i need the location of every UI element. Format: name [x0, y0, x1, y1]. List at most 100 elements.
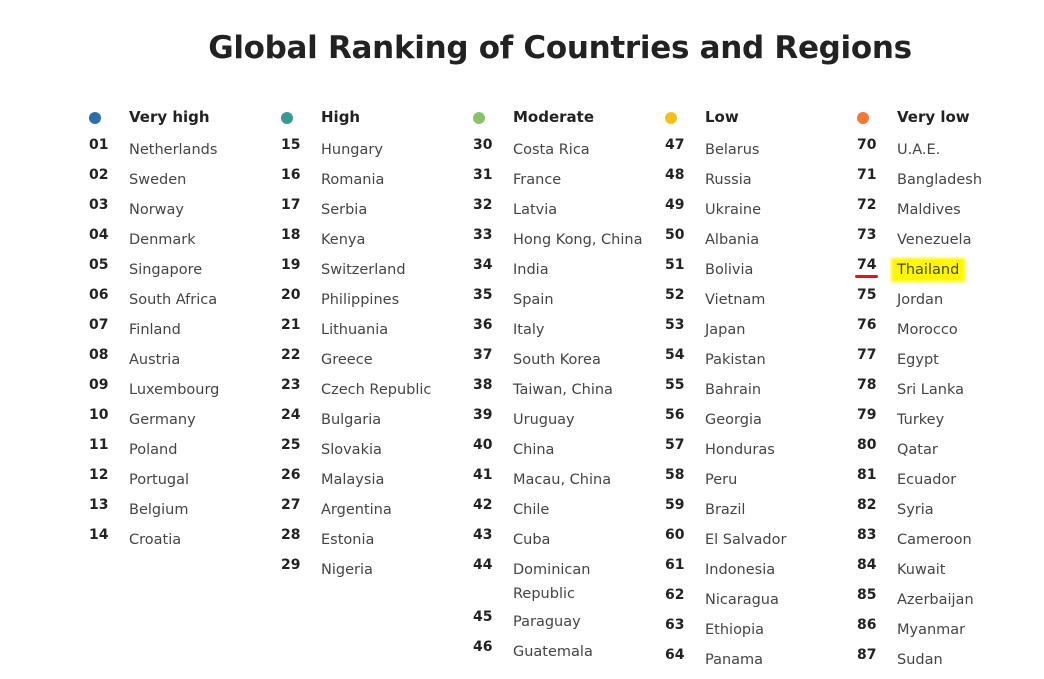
tier-header: Moderate [473, 108, 663, 136]
rank-number: 45 [473, 609, 493, 625]
rank-number: 23 [281, 377, 301, 393]
rank-number: 09 [89, 377, 109, 393]
country-name: Egypt [897, 352, 939, 368]
tier-label: Low [705, 108, 739, 126]
country-name: Malaysia [321, 472, 385, 488]
tier-column-very-low: Very low 70 U.A.E. 71 Bangladesh 72 Maldives 73… [857, 108, 1044, 676]
rank-number: 39 [473, 407, 493, 423]
country-name: Macau, China [513, 472, 612, 488]
country-name: Portugal [129, 472, 190, 488]
ranking-row: 60 El Salvador [665, 526, 855, 556]
rank-number: 80 [857, 437, 877, 453]
country-name: Taiwan, China [513, 382, 613, 398]
rank-number: 48 [665, 167, 685, 183]
country-name: Finland [129, 322, 181, 338]
rank-number: 75 [857, 287, 877, 303]
rank-number: 81 [857, 467, 877, 483]
country-name: Netherlands [129, 142, 218, 158]
ranking-row: 05 Singapore [89, 256, 279, 286]
country-name: South Africa [129, 292, 218, 308]
tier-label: Very high [129, 108, 210, 126]
rank-number: 15 [281, 137, 301, 153]
ranking-row: 24 Bulgaria [281, 406, 471, 436]
tier-column-low: Low 47 Belarus 48 Russia 49 Ukraine 50 Albania 51… [665, 108, 855, 676]
highlighted-country-name: Thailand [893, 260, 964, 280]
rank-number: 59 [665, 497, 685, 513]
rank-number: 76 [857, 317, 877, 333]
ranking-row: 81 Ecuador [857, 466, 1044, 496]
rank-number: 84 [857, 557, 877, 573]
ranking-row: 30 Costa Rica [473, 136, 663, 166]
country-name: Georgia [705, 412, 762, 428]
country-name: Croatia [129, 532, 182, 548]
tier-dot-icon [665, 112, 677, 124]
country-name: Romania [321, 172, 385, 188]
rank-number: 46 [473, 639, 493, 655]
tier-column-very-high: Very high 01 Netherlands 02 Sweden 03 Norway 04… [89, 108, 279, 556]
ranking-row: 12 Portugal [89, 466, 279, 496]
rank-number: 61 [665, 557, 685, 573]
ranking-row: 13 Belgium [89, 496, 279, 526]
country-name: Venezuela [897, 232, 972, 248]
rank-number: 10 [89, 407, 109, 423]
rank-number: 52 [665, 287, 685, 303]
country-name: Slovakia [321, 442, 382, 458]
tier-dot-icon [857, 112, 869, 124]
country-name: Guatemala [513, 644, 593, 660]
ranking-row: 83 Cameroon [857, 526, 1044, 556]
country-name: Singapore [129, 262, 203, 278]
rank-number: 78 [857, 377, 877, 393]
rank-number: 79 [857, 407, 877, 423]
ranking-row: 76 Morocco [857, 316, 1044, 346]
ranking-row: 74 Thailand [857, 256, 1044, 286]
ranking-row: 02 Sweden [89, 166, 279, 196]
country-name: Belarus [705, 142, 760, 158]
rank-number: 36 [473, 317, 493, 333]
ranking-row: 52 Vietnam [665, 286, 855, 316]
country-name: France [513, 172, 562, 188]
ranking-row: 38 Taiwan, China [473, 376, 663, 406]
ranking-row: 14 Croatia [89, 526, 279, 556]
country-name: Lithuania [321, 322, 389, 338]
rank-number: 25 [281, 437, 301, 453]
rank-number: 03 [89, 197, 109, 213]
rank-number: 37 [473, 347, 493, 363]
country-name: Norway [129, 202, 185, 218]
country-name: Panama [705, 652, 764, 668]
rank-number: 30 [473, 137, 493, 153]
ranking-row: 20 Philippines [281, 286, 471, 316]
ranking-row: 72 Maldives [857, 196, 1044, 226]
rank-number: 33 [473, 227, 493, 243]
rank-number: 07 [89, 317, 109, 333]
ranking-row: 28 Estonia [281, 526, 471, 556]
rank-number: 53 [665, 317, 685, 333]
tier-label: Very low [897, 108, 970, 126]
rank-number: 40 [473, 437, 493, 453]
tier-header: Very low [857, 108, 1044, 136]
ranking-row: 82 Syria [857, 496, 1044, 526]
rank-number: 12 [89, 467, 109, 483]
country-name: Sri Lanka [897, 382, 964, 398]
country-name: Thailand [893, 258, 1037, 282]
ranking-row: 56 Georgia [665, 406, 855, 436]
country-name: South Korea [513, 352, 601, 368]
country-name: Qatar [897, 442, 938, 458]
country-name: Costa Rica [513, 142, 590, 158]
ranking-row: 17 Serbia [281, 196, 471, 226]
ranking-row: 41 Macau, China [473, 466, 663, 496]
country-name: Myanmar [897, 622, 966, 638]
ranking-row: 35 Spain [473, 286, 663, 316]
ranking-row: 43 Cuba [473, 526, 663, 556]
ranking-row: 63 Ethiopia [665, 616, 855, 646]
rank-number: 56 [665, 407, 685, 423]
country-name: Denmark [129, 232, 196, 248]
country-name: Vietnam [705, 292, 766, 308]
tier-dot-icon [473, 112, 485, 124]
ranking-row: 62 Nicaragua [665, 586, 855, 616]
ranking-row: 57 Honduras [665, 436, 855, 466]
rank-number: 58 [665, 467, 685, 483]
tier-dot-icon [89, 112, 101, 124]
ranking-row: 33 Hong Kong, China [473, 226, 663, 256]
country-name: Morocco [897, 322, 958, 338]
country-name: Nicaragua [705, 592, 779, 608]
